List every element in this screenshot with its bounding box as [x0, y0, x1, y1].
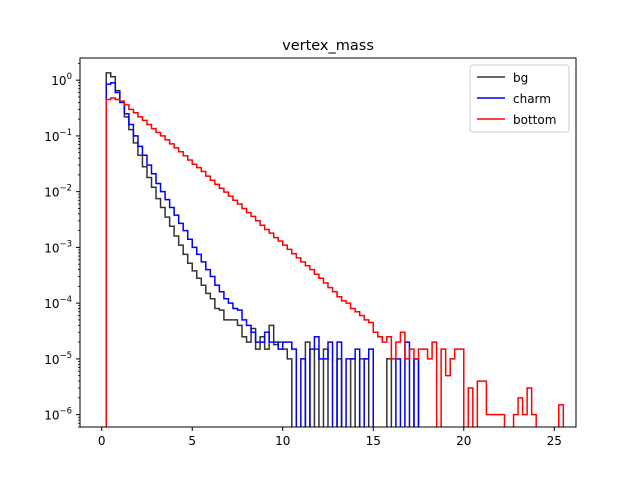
chart-title: vertex_mass: [282, 38, 374, 54]
x-tick-label: 20: [456, 434, 471, 448]
x-axis: 0 5 10 15 20 25: [98, 427, 562, 448]
plot-area-frame: [79, 57, 577, 428]
x-tick-label: 5: [188, 434, 196, 448]
series-bg-line: [105, 72, 420, 427]
x-tick-label: 10: [275, 434, 290, 448]
series-layer: [105, 72, 565, 427]
series-bottom-line: [105, 97, 565, 427]
x-tick-label: 25: [547, 434, 562, 448]
legend-label-charm: charm: [513, 92, 551, 106]
x-tick-label: 15: [366, 434, 381, 448]
legend-label-bg: bg: [513, 71, 528, 85]
legend: bg charm bottom: [469, 64, 570, 133]
legend-box: [469, 64, 570, 133]
series-charm-line: [105, 81, 420, 427]
x-tick-label: 0: [98, 434, 106, 448]
legend-label-bottom: bottom: [513, 113, 556, 127]
